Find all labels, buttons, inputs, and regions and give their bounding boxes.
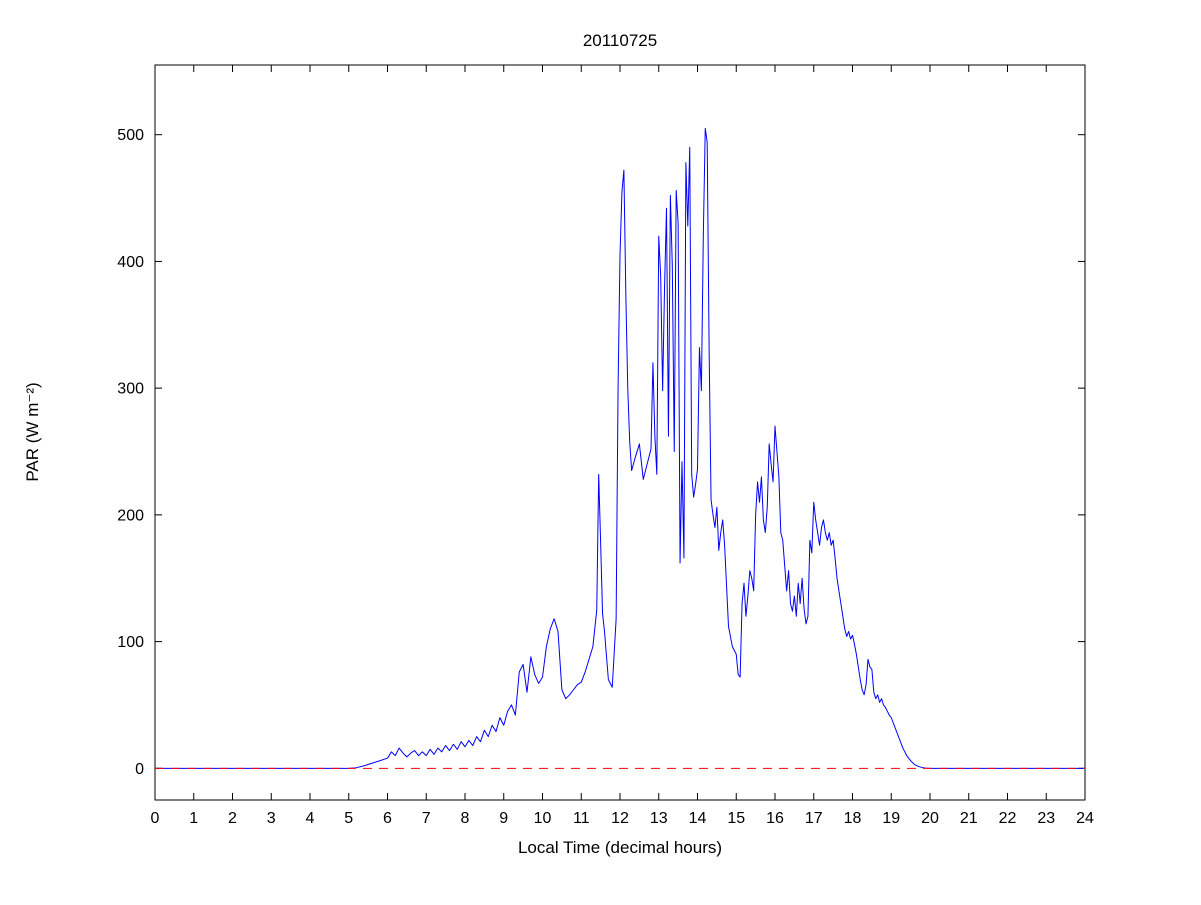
x-tick-label: 8 [461,810,470,827]
x-tick-label: 22 [999,810,1017,827]
par-line [155,127,1085,769]
x-tick-label: 7 [422,810,431,827]
x-tick-label: 21 [960,810,978,827]
data-series [155,127,1085,769]
x-tick-label: 24 [1076,810,1094,827]
tick-labels: 0 1 2 3 4 5 6 7 8 9 10 11 12 13 14 15 16 17 18 19 20 21 22 23 24… [117,127,1094,827]
x-tick-label: 2 [228,810,237,827]
y-axis-label: PAR (W m⁻²) [23,382,42,481]
y-tick-label: 300 [117,381,144,398]
x-tick-label: 16 [766,810,784,827]
x-tick-label: 20 [921,810,939,827]
x-tick-label: 10 [534,810,552,827]
x-tick-label: 18 [844,810,862,827]
x-tick-label: 1 [189,810,198,827]
x-tick-label: 11 [573,810,590,827]
x-tick-label: 9 [499,810,508,827]
x-tick-label: 14 [689,810,707,827]
x-tick-label: 19 [882,810,900,827]
x-tick-label: 6 [383,810,392,827]
y-tick-label: 100 [117,634,144,651]
x-tick-label: 15 [727,810,745,827]
y-tick-label: 200 [117,507,144,524]
x-tick-label: 0 [151,810,160,827]
x-tick-label: 12 [611,810,629,827]
x-tick-label: 17 [805,810,823,827]
y-tick-label: 400 [117,254,144,271]
y-tick-label: 500 [117,127,144,144]
y-tick-label: 0 [135,761,144,778]
x-tick-label: 13 [650,810,668,827]
chart-title: 20110725 [583,31,657,50]
x-tick-label: 5 [344,810,353,827]
x-tick-label: 4 [306,810,315,827]
axes-box [154,64,1086,801]
x-tick-label: 23 [1037,810,1055,827]
x-axis-label: Local Time (decimal hours) [518,838,722,857]
x-tick-label: 3 [267,810,276,827]
axes [154,64,1086,801]
